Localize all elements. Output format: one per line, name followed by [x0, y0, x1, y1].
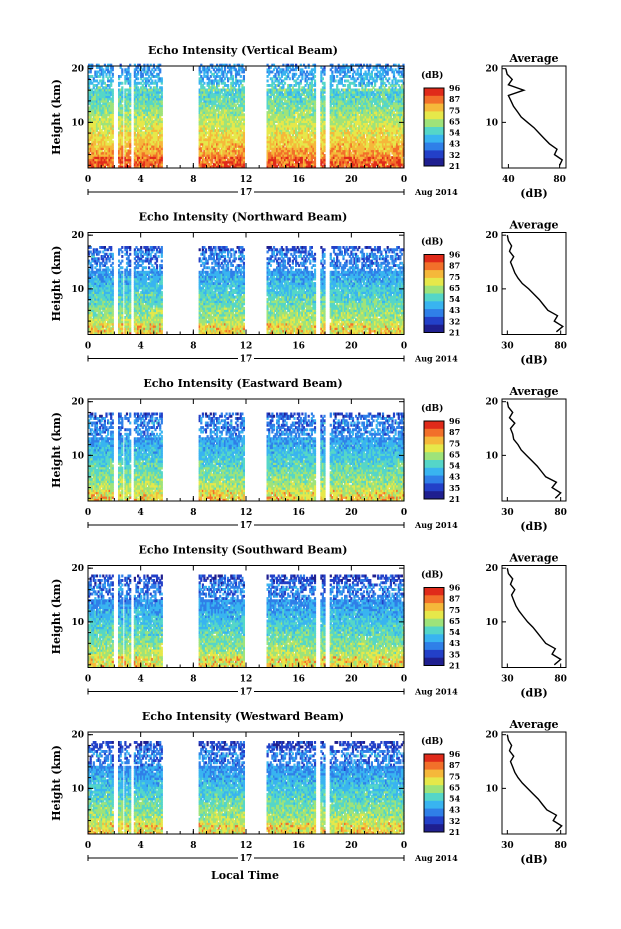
panel-title: Echo Intensity (Vertical Beam) — [148, 44, 338, 57]
heatmap-cell — [129, 109, 131, 112]
heatmap-cell — [121, 68, 123, 71]
heatmap-cell — [121, 104, 123, 107]
heatmap-cell — [121, 82, 123, 85]
heatmap-cell — [112, 140, 114, 143]
heatmap-cell — [112, 80, 114, 83]
heatmap-cell — [112, 73, 114, 76]
beam-panel-0: Echo Intensity (Vertical Beam)2010Height… — [50, 44, 566, 200]
heatmap-cell — [129, 156, 131, 159]
heatmap-cell — [137, 77, 139, 80]
heatmap-cell — [121, 86, 123, 89]
heatmap-cell — [129, 73, 131, 76]
radar-echo-figure: Echo Intensity (Vertical Beam)2010Height… — [0, 0, 621, 929]
heatmap — [88, 64, 405, 168]
heatmap-cell — [112, 89, 114, 92]
